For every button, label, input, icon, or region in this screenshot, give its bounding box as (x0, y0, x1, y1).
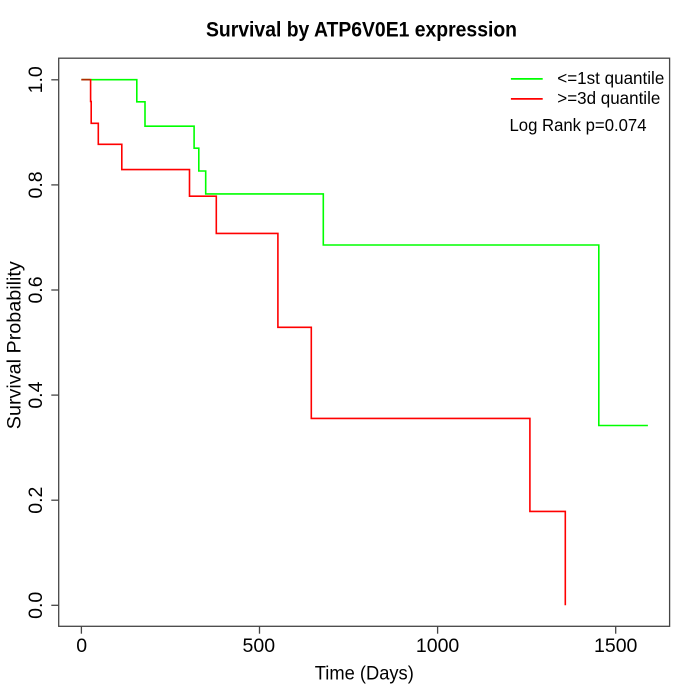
svg-text:0: 0 (76, 635, 87, 657)
svg-text:1500: 1500 (594, 635, 638, 657)
svg-text:0.0: 0.0 (25, 592, 47, 619)
svg-text:<=1st quantile: <=1st quantile (557, 68, 664, 88)
svg-text:0.8: 0.8 (25, 171, 47, 198)
svg-text:Log Rank p=0.074: Log Rank p=0.074 (510, 115, 647, 135)
svg-text:1.0: 1.0 (25, 66, 47, 93)
svg-text:Survival by ATP6V0E1 expressio: Survival by ATP6V0E1 expression (206, 18, 517, 41)
svg-text:>=3d quantile: >=3d quantile (557, 88, 660, 108)
svg-text:1000: 1000 (416, 635, 460, 657)
svg-text:Survival Probability: Survival Probability (4, 261, 26, 429)
svg-text:0.2: 0.2 (25, 487, 47, 514)
svg-text:0.6: 0.6 (25, 276, 47, 303)
svg-text:Time (Days): Time (Days) (315, 662, 414, 684)
svg-text:0.4: 0.4 (25, 381, 47, 408)
svg-text:500: 500 (243, 635, 276, 657)
